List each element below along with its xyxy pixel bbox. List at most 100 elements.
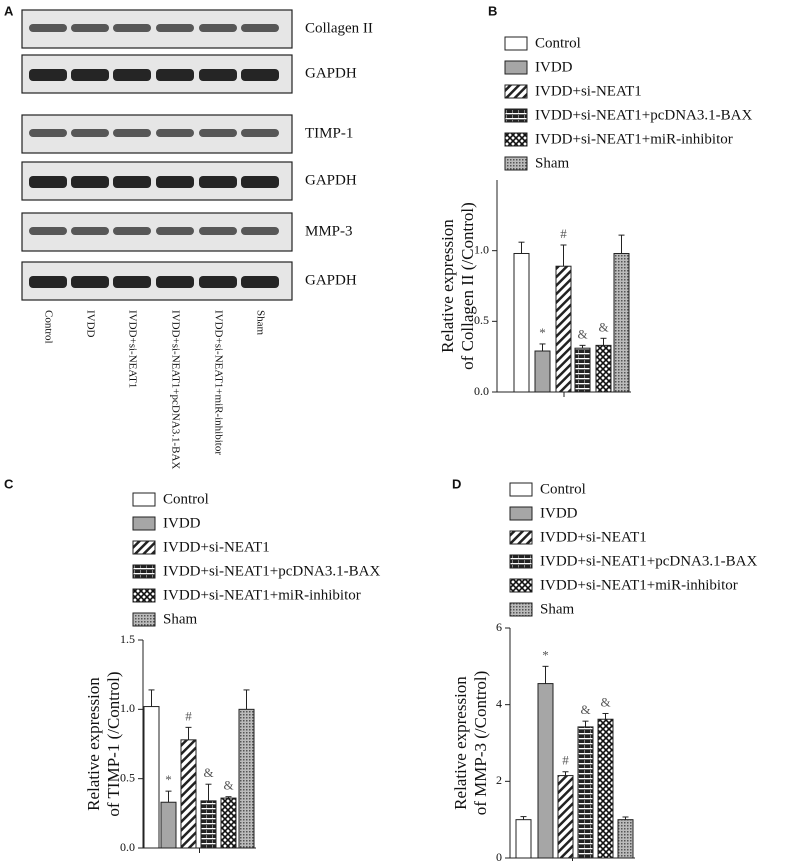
legend-label: Control [163, 491, 209, 507]
bar [515, 819, 532, 859]
y-axis-label: Relative expression [84, 677, 103, 811]
legend-swatch [509, 578, 533, 593]
legend-swatch [509, 482, 533, 497]
legend-label: Control [540, 481, 586, 497]
legend-swatch [509, 554, 533, 569]
significance-mark: * [542, 647, 549, 662]
legend-label: IVDD+si-NEAT1+pcDNA3.1-BAX [163, 563, 380, 579]
blot-band [71, 24, 109, 32]
blot-band [29, 276, 67, 288]
panel-label: B [488, 3, 497, 18]
blot-band [156, 176, 194, 188]
y-axis-label: of TIMP-1 (/Control) [104, 671, 123, 816]
panel-label: D [452, 476, 461, 491]
legend-swatch [504, 108, 528, 123]
blot-band [113, 227, 151, 235]
blot-band [199, 24, 237, 32]
legend-label: IVDD+si-NEAT1+miR-inhibitor [535, 131, 733, 147]
blot-band [29, 176, 67, 188]
blot-lane-label: Control [42, 310, 54, 344]
bar [555, 265, 572, 393]
blot-band [156, 276, 194, 288]
blot-band [71, 129, 109, 137]
legend-swatch [509, 530, 533, 545]
blot-band [241, 69, 279, 81]
panel-label: C [4, 476, 14, 491]
blot-band [199, 176, 237, 188]
y-tick-label: 0.0 [120, 840, 135, 854]
legend-swatch [504, 60, 528, 75]
legend-label: Sham [163, 611, 198, 627]
blot-band [29, 69, 67, 81]
legend-label: IVDD+si-NEAT1+miR-inhibitor [163, 587, 361, 603]
blot-band [71, 176, 109, 188]
blot-band [156, 129, 194, 137]
legend-label: Sham [540, 601, 575, 617]
blot-lane-label: IVDD+si-NEAT1+pcDNA3.1-BAX [169, 310, 181, 469]
blot-band [156, 227, 194, 235]
bar [180, 739, 197, 849]
bar [597, 718, 614, 859]
blot-band [199, 276, 237, 288]
bar [574, 347, 591, 393]
y-tick-label: 2 [496, 773, 502, 787]
significance-mark: # [562, 753, 569, 768]
significance-mark: * [539, 325, 546, 340]
legend-swatch [132, 516, 156, 531]
legend-label: IVDD [163, 515, 201, 531]
blot-band [241, 176, 279, 188]
significance-mark: & [600, 694, 610, 709]
y-tick-label: 6 [496, 620, 502, 634]
blot-band [199, 227, 237, 235]
legend-label: Sham [535, 155, 570, 171]
bar [617, 819, 634, 859]
blot-band [71, 276, 109, 288]
legend-label: IVDD [535, 59, 573, 75]
blot-row-label: TIMP-1 [305, 125, 353, 141]
legend-swatch [504, 36, 528, 51]
y-tick-label: 0.0 [474, 384, 489, 398]
legend-label: IVDD+si-NEAT1+pcDNA3.1-BAX [540, 553, 757, 569]
y-tick-label: 0.5 [474, 313, 489, 327]
y-tick-label: 1.5 [120, 632, 135, 646]
blot-band [156, 69, 194, 81]
significance-mark: & [203, 765, 213, 780]
blot-row-label: GAPDH [305, 172, 357, 188]
legend-swatch [509, 602, 533, 617]
blot-band [241, 227, 279, 235]
blot-band [113, 24, 151, 32]
legend-swatch [132, 492, 156, 507]
blot-lane-label: IVDD+si-NEAT1 [126, 310, 138, 388]
legend-swatch [132, 612, 156, 627]
legend-label: IVDD+si-NEAT1+miR-inhibitor [540, 577, 738, 593]
blot-band [113, 129, 151, 137]
blot-band [241, 276, 279, 288]
bar [513, 252, 530, 393]
blot-band [156, 24, 194, 32]
blot-band [241, 129, 279, 137]
y-axis-label: of Collagen II (/Control) [458, 202, 477, 370]
blot-band [199, 69, 237, 81]
legend-label: IVDD [540, 505, 578, 521]
y-tick-label: 0 [496, 850, 502, 861]
legend-label: IVDD+si-NEAT1 [535, 83, 642, 99]
legend-swatch [504, 156, 528, 171]
blot-row-label: MMP-3 [305, 223, 353, 239]
significance-mark: & [577, 326, 587, 341]
blot-band [113, 276, 151, 288]
bar [595, 344, 612, 393]
bar [143, 706, 160, 849]
bar [613, 252, 630, 393]
legend-swatch [132, 564, 156, 579]
blot-band [71, 69, 109, 81]
legend-label: IVDD+si-NEAT1 [163, 539, 270, 555]
significance-mark: & [580, 702, 590, 717]
legend-label: Control [535, 35, 581, 51]
bar [557, 775, 574, 859]
legend-swatch [132, 540, 156, 555]
y-tick-label: 1.0 [120, 701, 135, 715]
blot-band [199, 129, 237, 137]
blot-lane-label: IVDD [84, 310, 96, 338]
y-axis-label: Relative expression [451, 676, 470, 810]
blot-band [29, 129, 67, 137]
